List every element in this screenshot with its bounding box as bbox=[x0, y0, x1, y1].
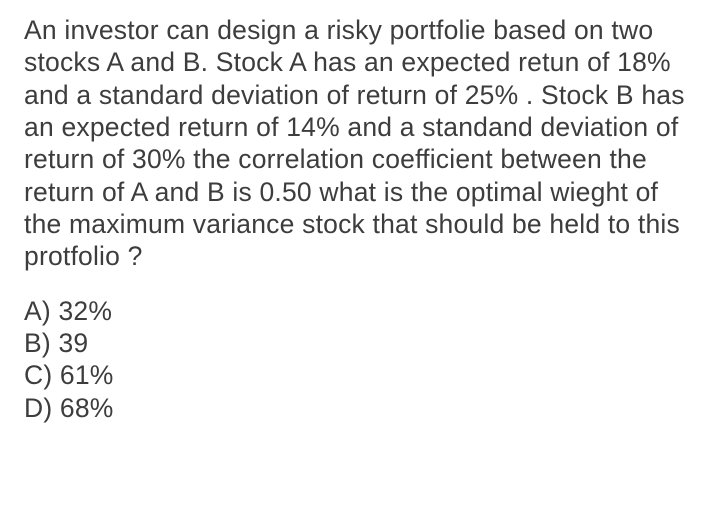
answer-option-c: C) 61% bbox=[24, 359, 695, 391]
answer-option-d: D) 68% bbox=[24, 392, 695, 424]
answer-option-a: A) 32% bbox=[24, 295, 695, 327]
answer-options: A) 32% B) 39 C) 61% D) 68% bbox=[24, 295, 695, 424]
question-text: An investor can design a risky portfolie… bbox=[24, 14, 695, 273]
answer-option-b: B) 39 bbox=[24, 327, 695, 359]
